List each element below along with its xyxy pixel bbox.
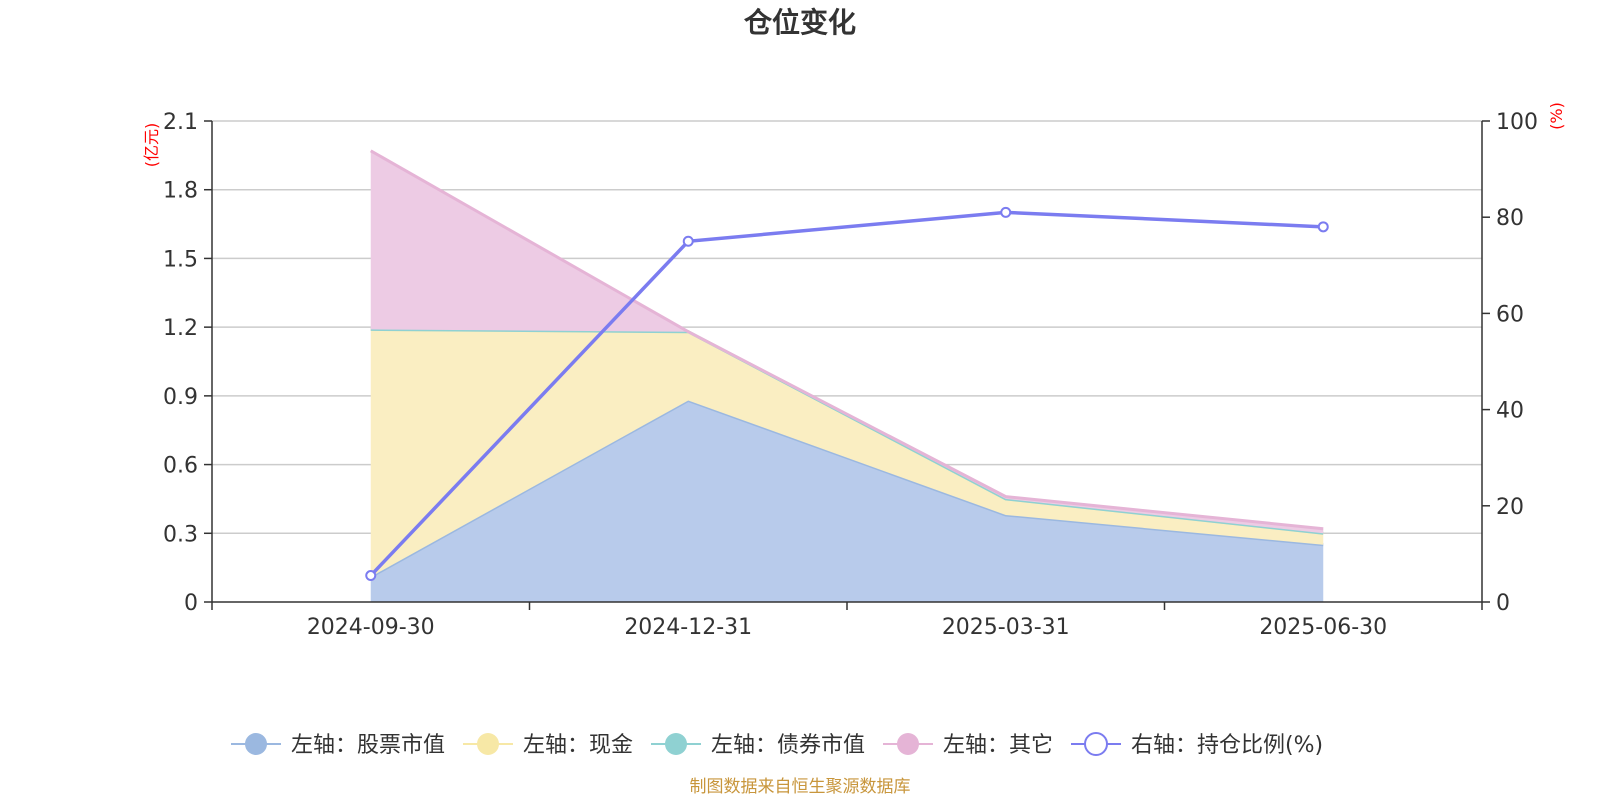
right-tick-label: 20 <box>1496 495 1524 520</box>
left-tick-label: 0.9 <box>163 385 198 410</box>
axes: 0 0.3 0.6 0.9 1.2 1.5 1.8 2.1 0 20 40 60 80 100 2024-0… <box>163 110 1538 640</box>
legend-item[interactable]: 左轴：债券市值 <box>651 733 865 758</box>
x-tick-label: 2025-06-30 <box>1259 615 1387 640</box>
area-edge-左轴：其它 <box>370 149 1324 531</box>
left-tick-label: 0.6 <box>163 454 198 479</box>
legend-label: 左轴：债券市值 <box>711 733 865 758</box>
legend-label: 左轴：现金 <box>523 733 633 758</box>
right-tick-label: 100 <box>1496 110 1538 135</box>
chart-title: 仓位变化 <box>744 6 856 39</box>
left-tick-label: 0 <box>184 591 198 616</box>
area-左轴：股票市值 <box>370 400 1324 602</box>
x-tick-label: 2024-12-31 <box>624 615 752 640</box>
legend-marker <box>245 733 267 755</box>
holding-ratio-line <box>365 206 1329 582</box>
source-text: 制图数据来自恒生聚源数据库 <box>690 777 911 797</box>
legend-item[interactable]: 左轴：股票市值 <box>231 733 445 758</box>
legend-item[interactable]: 左轴：现金 <box>463 733 633 758</box>
left-tick-label: 0.3 <box>163 522 198 547</box>
legend-item[interactable]: 右轴：持仓比例(%) <box>1071 732 1323 758</box>
area-左轴：现金 <box>370 329 1324 577</box>
legend-marker <box>1084 732 1108 756</box>
legend-label: 左轴：股票市值 <box>291 733 445 758</box>
left-tick-label: 1.5 <box>163 247 198 272</box>
legend-label: 左轴：其它 <box>943 733 1053 758</box>
right-tick-label: 60 <box>1496 302 1524 327</box>
right-tick-label: 0 <box>1496 591 1510 616</box>
left-tick-label: 2.1 <box>163 110 198 135</box>
legend-marker <box>477 733 499 755</box>
x-tick-label: 2024-09-30 <box>307 615 435 640</box>
x-tick-label: 2025-03-31 <box>942 615 1070 640</box>
left-tick-label: 1.8 <box>163 179 198 204</box>
left-tick-label: 1.2 <box>163 316 198 341</box>
line-point[interactable] <box>1317 221 1329 233</box>
legend-label: 右轴：持仓比例(%) <box>1131 733 1323 758</box>
line-point[interactable] <box>682 235 694 247</box>
line-point[interactable] <box>365 570 377 582</box>
line-右轴：持仓比例(%) <box>369 210 1324 577</box>
legend-marker <box>665 733 687 755</box>
left-axis-unit: (亿元) <box>142 123 161 168</box>
legend: 左轴：股票市值 左轴：现金 左轴：债券市值 左轴：其它 右轴：持仓比例(%) <box>231 732 1323 758</box>
right-tick-label: 40 <box>1496 399 1524 424</box>
right-tick-label: 80 <box>1496 206 1524 231</box>
legend-item[interactable]: 左轴：其它 <box>883 733 1053 758</box>
line-point[interactable] <box>1000 206 1012 218</box>
stacked-areas <box>370 149 1324 602</box>
right-axis-unit: (%) <box>1547 102 1566 130</box>
legend-marker <box>897 733 919 755</box>
